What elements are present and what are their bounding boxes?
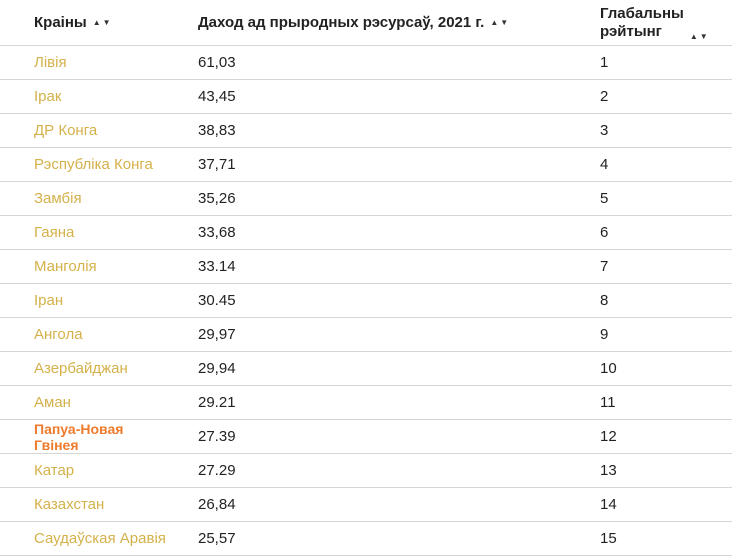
rank-value: 3 xyxy=(568,113,732,148)
header-income[interactable]: Даход ад прыродных рэсурсаў, 2021 г. ▲ ▼ xyxy=(166,0,568,46)
header-rank-line1: Глабальны xyxy=(600,4,684,22)
sort-asc-icon[interactable]: ▲ xyxy=(689,31,698,41)
rank-value: 10 xyxy=(568,351,732,386)
rank-value: 15 xyxy=(568,521,732,556)
table-row: Ірак 43,45 2 xyxy=(0,79,732,114)
table-body: Лівія 61,03 1 Ірак 43,45 2 ДР Конга 38,83 3 Рэспу… xyxy=(0,45,732,556)
table-row: Папуа-Новая Гвінея 27.39 12 xyxy=(0,419,732,454)
table-row: Азербайджан 29,94 10 xyxy=(0,351,732,386)
table-row: Саудаўская Аравія 25,57 15 xyxy=(0,521,732,556)
rank-value: 14 xyxy=(568,487,732,522)
rank-value: 2 xyxy=(568,79,732,114)
rank-value: 6 xyxy=(568,215,732,250)
country-link[interactable]: Азербайджан xyxy=(0,351,166,386)
country-link[interactable]: Саудаўская Аравія xyxy=(0,521,166,556)
income-value: 29.21 xyxy=(166,385,568,420)
rank-value: 12 xyxy=(568,419,732,454)
table-row: Лівія 61,03 1 xyxy=(0,45,732,80)
table-row: Гаяна 33,68 6 xyxy=(0,215,732,250)
rank-value: 9 xyxy=(568,317,732,352)
table-row: Рэспубліка Конга 37,71 4 xyxy=(0,147,732,182)
country-link[interactable]: Гаяна xyxy=(0,215,166,250)
income-value: 29,97 xyxy=(166,317,568,352)
table-row: Аман 29.21 11 xyxy=(0,385,732,420)
sort-desc-icon[interactable]: ▼ xyxy=(500,17,509,27)
table-row: Манголія 33.14 7 xyxy=(0,249,732,284)
rank-value: 5 xyxy=(568,181,732,216)
country-link[interactable]: Рэспубліка Конга xyxy=(0,147,166,182)
income-value: 35,26 xyxy=(166,181,568,216)
rank-value: 13 xyxy=(568,453,732,488)
income-value: 61,03 xyxy=(166,45,568,80)
rank-value: 1 xyxy=(568,45,732,80)
income-value: 26,84 xyxy=(166,487,568,522)
header-country[interactable]: Краіны ▲ ▼ xyxy=(0,0,166,46)
country-link[interactable]: Аман xyxy=(0,385,166,420)
rank-value: 11 xyxy=(568,385,732,420)
income-value: 38,83 xyxy=(166,113,568,148)
sort-asc-icon[interactable]: ▲ xyxy=(92,17,101,27)
country-link[interactable]: Лівія xyxy=(0,45,166,80)
income-value: 33.14 xyxy=(166,249,568,284)
income-value: 25,57 xyxy=(166,521,568,556)
income-value: 30.45 xyxy=(166,283,568,318)
sort-country-control[interactable]: ▲ ▼ xyxy=(92,17,111,27)
income-value: 27.39 xyxy=(166,419,568,454)
income-value: 37,71 xyxy=(166,147,568,182)
country-link[interactable]: Ірак xyxy=(0,79,166,114)
table-row: Катар 27.29 13 xyxy=(0,453,732,488)
country-link[interactable]: Манголія xyxy=(0,249,166,284)
header-income-label: Даход ад прыродных рэсурсаў, 2021 г. xyxy=(198,13,485,31)
country-link[interactable]: Замбія xyxy=(0,181,166,216)
header-rank[interactable]: Глабальны рэйтынг ▲ ▼ xyxy=(568,0,732,46)
rank-value: 8 xyxy=(568,283,732,318)
table-header: Краіны ▲ ▼ Даход ад прыродных рэсурсаў, … xyxy=(0,0,732,46)
sort-rank-control[interactable]: ▲ ▼ xyxy=(689,31,708,41)
sort-desc-icon[interactable]: ▼ xyxy=(102,17,111,27)
income-value: 29,94 xyxy=(166,351,568,386)
header-country-label: Краіны xyxy=(34,13,87,31)
table-row: Казахстан 26,84 14 xyxy=(0,487,732,522)
header-rank-label: Глабальны рэйтынг xyxy=(600,5,684,41)
sort-asc-icon[interactable]: ▲ xyxy=(490,17,499,27)
income-value: 33,68 xyxy=(166,215,568,250)
country-link[interactable]: Казахстан xyxy=(0,487,166,522)
table-row: Ангола 29,97 9 xyxy=(0,317,732,352)
table-row: ДР Конга 38,83 3 xyxy=(0,113,732,148)
rank-value: 7 xyxy=(568,249,732,284)
header-rank-line2: рэйтынг xyxy=(600,22,662,40)
income-value: 27.29 xyxy=(166,453,568,488)
country-link[interactable]: Ангола xyxy=(0,317,166,352)
country-link[interactable]: Катар xyxy=(0,453,166,488)
header-row: Краіны ▲ ▼ Даход ад прыродных рэсурсаў, … xyxy=(0,0,732,46)
table-row: Замбія 35,26 5 xyxy=(0,181,732,216)
table-row: Іран 30.45 8 xyxy=(0,283,732,318)
income-value: 43,45 xyxy=(166,79,568,114)
sort-income-control[interactable]: ▲ ▼ xyxy=(490,17,509,27)
country-link[interactable]: ДР Конга xyxy=(0,113,166,148)
country-link[interactable]: Іран xyxy=(0,283,166,318)
country-link[interactable]: Папуа-Новая Гвінея xyxy=(0,419,166,454)
sort-desc-icon[interactable]: ▼ xyxy=(699,31,708,41)
rank-value: 4 xyxy=(568,147,732,182)
